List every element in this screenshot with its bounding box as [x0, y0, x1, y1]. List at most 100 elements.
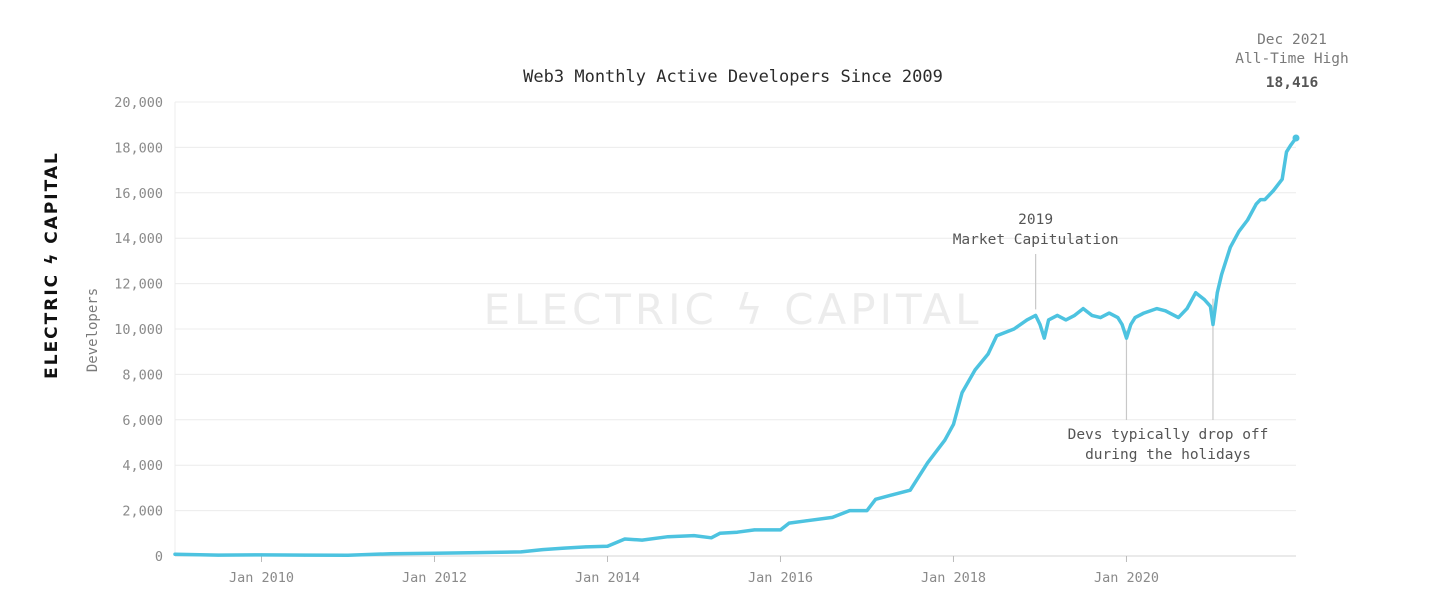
y-axis-label: Developers — [85, 288, 101, 372]
data-point — [1064, 318, 1068, 322]
data-point — [865, 509, 869, 513]
data-point — [973, 368, 977, 372]
data-point — [1142, 311, 1146, 315]
y-tick-label: 12,000 — [114, 277, 163, 293]
data-point — [623, 537, 627, 541]
data-point — [584, 545, 588, 549]
data-point — [1263, 198, 1267, 202]
data-point — [908, 488, 912, 492]
data-point — [1246, 218, 1250, 222]
data-point — [1254, 202, 1258, 206]
data-point — [830, 515, 834, 519]
data-point — [1038, 323, 1042, 326]
data-point — [986, 352, 990, 356]
data-point — [692, 534, 696, 538]
data-point — [216, 553, 220, 557]
data-point — [1025, 318, 1029, 322]
data-point — [1259, 198, 1262, 202]
x-axis-ticks: Jan 2010 Jan 2012 Jan 2014 Jan 2016 Jan 2018… — [229, 556, 1159, 586]
data-point — [1215, 291, 1219, 295]
data-point — [260, 553, 263, 557]
data-point — [562, 546, 566, 550]
x-tick-label: Jan 2020 — [1094, 570, 1159, 586]
data-point — [346, 553, 350, 557]
data-point — [1081, 307, 1085, 311]
data-point — [519, 550, 523, 554]
watermark-text: ELECTRIC ϟ CAPITAL — [483, 285, 982, 334]
chart-title: Web3 Monthly Active Developers Since 200… — [523, 67, 943, 87]
data-point — [735, 530, 739, 534]
data-point — [1099, 316, 1102, 320]
data-point — [848, 509, 852, 513]
y-tick-label: 8,000 — [122, 367, 163, 383]
data-point — [1129, 323, 1133, 326]
data-point — [960, 391, 964, 395]
data-point — [926, 461, 929, 465]
data-point — [1133, 316, 1137, 320]
x-tick-label: Jan 2018 — [921, 570, 986, 586]
annotation-ath-line1: Dec 2021 — [1257, 32, 1327, 48]
data-point — [995, 334, 999, 338]
data-point — [1073, 313, 1077, 317]
data-point — [1012, 327, 1016, 331]
data-point — [1185, 307, 1189, 311]
data-point — [1107, 311, 1111, 315]
data-point — [1289, 143, 1293, 147]
data-point — [1090, 313, 1094, 317]
data-point — [666, 535, 670, 539]
x-tick-label: Jan 2016 — [748, 570, 813, 586]
y-tick-label: 6,000 — [122, 413, 163, 429]
data-point — [389, 552, 393, 556]
annotation-text-layer: 2019 Market Capitulation Devs typically … — [953, 32, 1349, 463]
data-point — [1055, 313, 1059, 317]
y-tick-label: 4,000 — [122, 458, 163, 474]
annotation-holidays-line2: during the holidays — [1085, 447, 1251, 463]
gridlines — [174, 101, 1296, 557]
data-point — [1042, 336, 1046, 340]
data-point — [1176, 316, 1180, 320]
data-point — [1194, 291, 1198, 295]
annotation-lines — [1035, 254, 1214, 420]
data-point — [1125, 336, 1128, 340]
annotation-ath-value: 18,416 — [1266, 75, 1318, 91]
data-point — [541, 548, 545, 552]
y-tick-label: 16,000 — [114, 186, 163, 202]
data-point — [1220, 273, 1224, 276]
data-point — [891, 493, 895, 497]
series-line — [173, 136, 1298, 558]
data-point — [709, 536, 713, 540]
data-point — [1208, 304, 1212, 308]
data-point — [1163, 309, 1167, 313]
x-tick-label: Jan 2012 — [402, 570, 467, 586]
data-point — [1272, 189, 1275, 192]
y-tick-label: 0 — [155, 549, 163, 565]
data-point — [1228, 245, 1232, 249]
y-tick-label: 10,000 — [114, 322, 163, 338]
data-point — [1211, 323, 1215, 326]
annotation-capitulation-line1: 2019 — [1018, 212, 1053, 228]
data-point — [952, 422, 955, 426]
data-point — [779, 528, 782, 532]
x-tick-label: Jan 2010 — [229, 570, 294, 586]
annotation-holidays-line1: Devs typically drop off — [1068, 427, 1269, 443]
data-point — [1034, 313, 1038, 317]
data-point — [303, 553, 307, 557]
series-layer — [173, 134, 1300, 558]
all-time-high-point — [1292, 134, 1300, 142]
vertical-brand-logo: ELECTRIC ϟ CAPITAL — [42, 151, 62, 379]
y-tick-label: 14,000 — [114, 231, 163, 247]
data-point — [1120, 323, 1124, 326]
data-point — [640, 538, 644, 542]
data-point — [1285, 150, 1288, 154]
data-point — [1155, 307, 1159, 311]
data-point — [753, 528, 756, 532]
y-tick-label: 18,000 — [114, 140, 163, 156]
data-point — [173, 552, 177, 556]
data-point — [787, 521, 791, 525]
y-axis-ticks: 0 2,000 4,000 6,000 8,000 10,000 12,000 14,000 1… — [114, 95, 163, 565]
y-tick-label: 2,000 — [122, 504, 163, 520]
data-point — [943, 438, 947, 442]
data-point — [804, 519, 808, 523]
data-point — [874, 497, 878, 501]
